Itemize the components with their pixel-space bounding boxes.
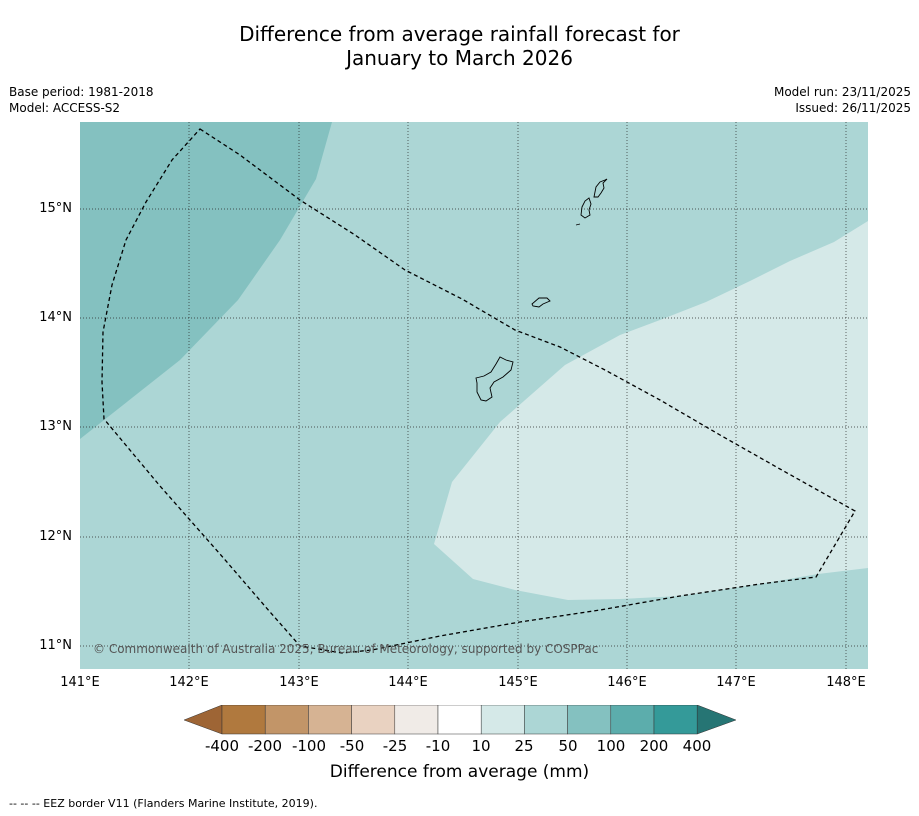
colorbar-seg-8: [524, 704, 568, 735]
colorbar-seg-1: [221, 704, 266, 735]
colorbar-title: Difference from average (mm): [329, 762, 590, 782]
colorbar-label-10: 200: [639, 737, 669, 755]
colorbar-label-9: 100: [596, 737, 626, 755]
colorbar-label-3: -50: [339, 737, 365, 755]
lon-label-141: 141°E: [60, 675, 100, 690]
copyright-notice: © Commonwealth of Australia 2025, Bureau…: [93, 642, 599, 656]
colorbar-label-2: -100: [291, 737, 327, 755]
lon-label-144: 144°E: [388, 675, 428, 690]
eez-border: [101, 128, 856, 654]
lon-label-147: 147°E: [716, 675, 756, 690]
lat-label-14: 14°N: [39, 310, 72, 325]
map-svg: [80, 122, 868, 669]
island-tinian: [580, 197, 592, 219]
colorbar-seg-6: [437, 704, 482, 735]
band-10-25: [434, 221, 868, 600]
island-guam: [475, 356, 514, 402]
band-50-100: [80, 122, 332, 439]
island-aguijan: [575, 223, 581, 226]
lat-label-12: 12°N: [39, 529, 72, 544]
meta-left: Base period: 1981-2018 Model: ACCESS-S2: [9, 84, 154, 116]
title-line-1: Difference from average rainfall forecas…: [239, 22, 680, 46]
colorbar-label-1: -200: [247, 737, 283, 755]
issued-date: Issued: 26/11/2025: [795, 101, 911, 115]
colorbar-label-4: -25: [382, 737, 408, 755]
lat-label-15: 15°N: [39, 201, 72, 216]
model-name: Model: ACCESS-S2: [9, 101, 121, 115]
colorbar-label-5: -10: [425, 737, 451, 755]
colorbar: [183, 704, 737, 739]
colorbar-seg-10: [610, 704, 655, 735]
meta-right: Model run: 23/11/2025 Issued: 26/11/2025: [774, 84, 911, 116]
colorbar-label-8: 50: [558, 737, 578, 755]
model-run: Model run: 23/11/2025: [773, 85, 911, 99]
colorbar-label-11: 400: [682, 737, 712, 755]
colorbar-seg-4: [351, 704, 396, 735]
lon-label-148: 148°E: [826, 675, 866, 690]
colorbar-seg-5: [394, 704, 439, 735]
lon-label-145: 145°E: [498, 675, 538, 690]
title-line-2: January to March 2026: [346, 46, 573, 70]
lat-label-11: 11°N: [39, 638, 72, 653]
colorbar-label-0: -400: [204, 737, 240, 755]
island-rota: [531, 297, 551, 308]
graticule: [80, 122, 868, 669]
eez-footnote: -- -- -- EEZ border V11 (Flanders Marine…: [9, 797, 318, 810]
colorbar-seg-0: [183, 704, 223, 735]
colorbar-seg-3: [308, 704, 352, 735]
chart-title: Difference from average rainfall forecas…: [0, 22, 919, 70]
lon-label-143: 143°E: [279, 675, 319, 690]
colorbar-seg-2: [264, 704, 309, 735]
colorbar-seg-11: [653, 704, 698, 735]
map-panel: © Commonwealth of Australia 2025, Bureau…: [80, 122, 868, 669]
colorbar-svg: [183, 704, 737, 735]
colorbar-seg-7: [480, 704, 525, 735]
base-period: Base period: 1981-2018: [9, 85, 154, 99]
islands: [475, 178, 608, 402]
colorbar-seg-9: [567, 704, 612, 735]
lon-label-146: 146°E: [607, 675, 647, 690]
lat-label-13: 13°N: [39, 419, 72, 434]
colorbar-label-6: 10: [471, 737, 491, 755]
colorbar-seg-12: [696, 704, 737, 735]
colorbar-label-7: 25: [514, 737, 534, 755]
lon-label-142: 142°E: [169, 675, 209, 690]
island-saipan: [593, 178, 608, 198]
